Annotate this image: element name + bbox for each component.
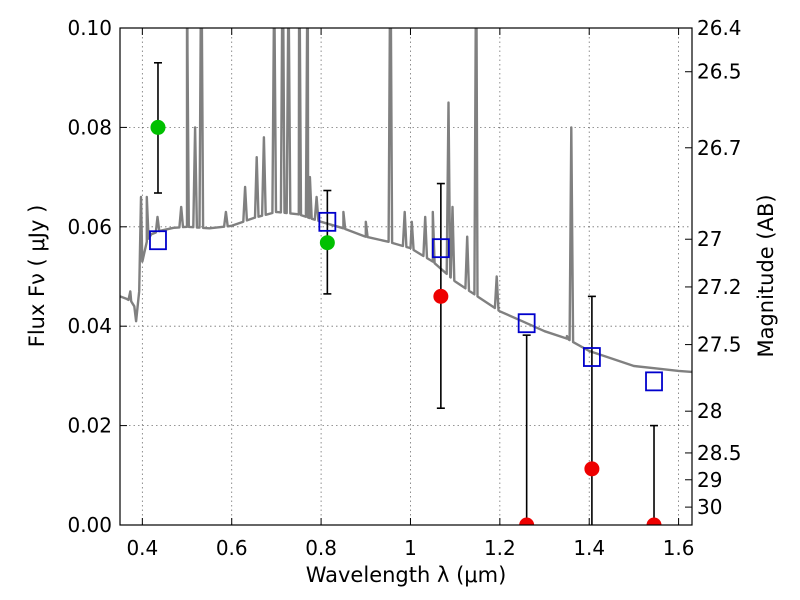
model-photometry-point	[318, 211, 337, 232]
observed-weak-point	[584, 461, 600, 477]
observed-weak-point	[433, 288, 449, 304]
data-points	[149, 119, 663, 525]
x-tick-label: 1.6	[663, 536, 695, 560]
y-tick-label: 0.06	[67, 215, 112, 239]
x-tick-label: 0.8	[305, 536, 337, 560]
y-tick-label: 0.02	[67, 414, 112, 438]
model-photometry-point	[431, 238, 450, 259]
model-photometry-point	[583, 347, 601, 367]
x-tick-label: 0.4	[126, 536, 158, 560]
observed-weak-point	[519, 517, 535, 525]
mag-tick-label: 27.2	[697, 275, 742, 299]
model-photometry-point	[645, 371, 663, 392]
y-tick-label: 0.00	[67, 513, 112, 537]
y-tick-label: 0.10	[67, 16, 112, 40]
mag-tick-label: 27	[697, 227, 722, 251]
mag-tick-label: 26.5	[697, 60, 742, 84]
x-tick-label: 1.2	[484, 536, 516, 560]
observed-detected-point	[150, 119, 166, 135]
spectrum-line	[120, 28, 692, 374]
model-spectrum	[120, 28, 692, 374]
x-axis-label: Wavelength λ (μm)	[306, 563, 507, 587]
observed-detected-point	[319, 235, 335, 251]
mag-tick-label: 30	[697, 495, 722, 519]
mag-tick-label: 28	[697, 399, 722, 423]
error-bars	[153, 61, 659, 525]
y-tick-label: 0.08	[67, 115, 112, 139]
mag-tick-label: 27.5	[697, 333, 742, 357]
y-axis-right-label: Magnitude (AB)	[754, 194, 778, 357]
model-photometry-point	[149, 230, 167, 251]
model-photometry-point	[517, 313, 536, 334]
y-axis-label: Flux Fν ( μJy )	[25, 205, 49, 348]
x-tick-label: 0.6	[216, 536, 248, 560]
ticks	[120, 27, 692, 526]
plot-frame	[119, 27, 693, 526]
mag-tick-label: 26.4	[697, 16, 742, 40]
mag-tick-label: 26.7	[697, 136, 742, 160]
y-tick-label: 0.04	[67, 314, 112, 338]
observed-weak-point	[646, 517, 662, 525]
observed-weak-group	[433, 288, 662, 525]
mag-tick-label: 28.5	[697, 441, 742, 465]
tick-labels: 0.4 0.6 0.8 1 1.2 1.4 1.6 0.00 0.02 0.04 0.06 0.08 0…	[67, 16, 741, 560]
x-tick-label: 1	[404, 536, 417, 560]
mag-tick-label: 29	[697, 468, 722, 492]
grid	[120, 27, 692, 526]
x-tick-label: 1.4	[573, 536, 605, 560]
